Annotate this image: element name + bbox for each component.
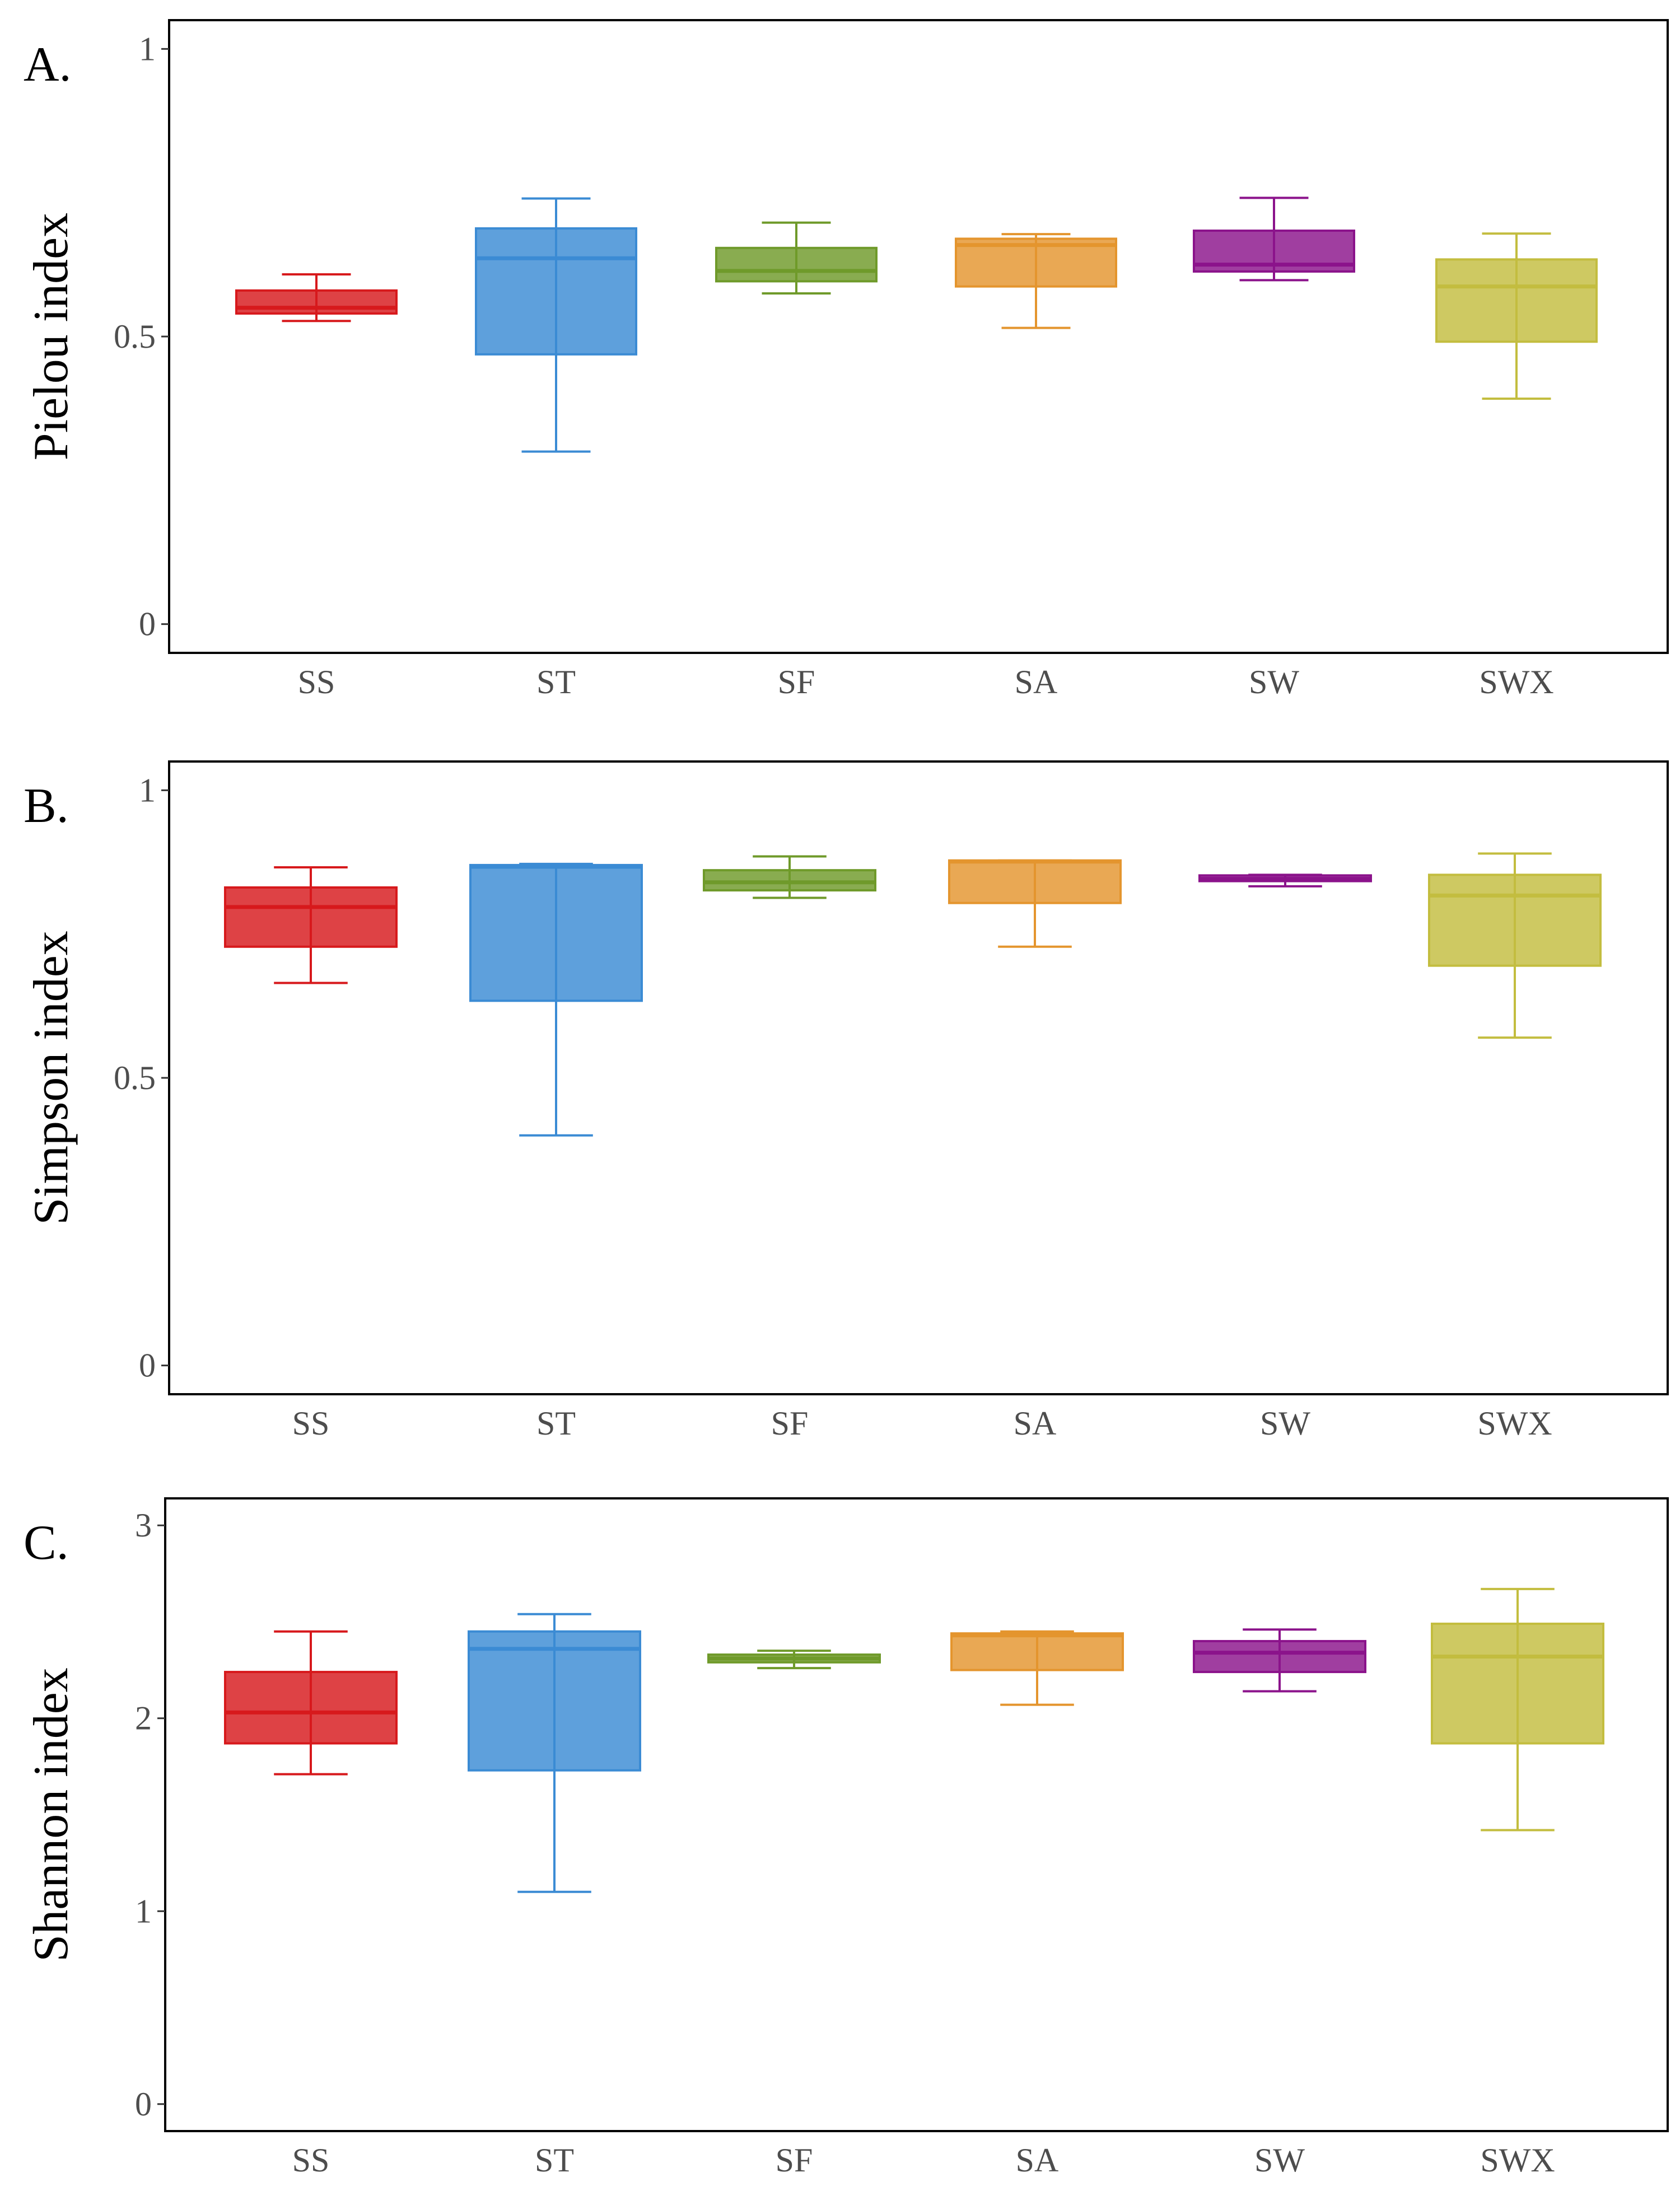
x-tick-label: SF (776, 2142, 813, 2179)
box-ss (224, 866, 398, 984)
y-tick-label: 0.5 (114, 1059, 156, 1096)
plot-frame (164, 1497, 1669, 2132)
iqr-box (235, 289, 398, 315)
x-tick-label: SF (771, 1405, 809, 1442)
x-tick-label: SS (292, 1405, 330, 1442)
x-tick-label: SWX (1479, 664, 1553, 700)
y-tick-label: 0.5 (114, 318, 156, 355)
box-sa (955, 233, 1117, 329)
x-tick-label: SS (292, 2142, 330, 2179)
y-tick-label: 1 (139, 772, 156, 809)
box-swx (1431, 1587, 1604, 1832)
box-sf (707, 1650, 881, 1670)
x-tick-label: SWX (1480, 2142, 1555, 2179)
box-st (468, 1613, 641, 1893)
iqr-box (1431, 1622, 1604, 1745)
x-tick-label: ST (535, 2142, 574, 2179)
plot-frame (168, 760, 1669, 1395)
panel-b: B. Simpson index 0 0.5 1 SS ST SF SA SW SWX (24, 760, 1669, 1442)
x-tick-label: ST (536, 1405, 576, 1442)
y-tick-label: 0 (139, 1347, 156, 1384)
x-tick-label: SWX (1477, 1405, 1552, 1442)
y-tick-label: 0 (135, 2086, 152, 2123)
box-st (475, 197, 637, 453)
box-ss (224, 1630, 398, 1776)
iqr-box (703, 869, 876, 892)
x-tick-label: SS (298, 664, 335, 700)
iqr-box (1428, 873, 1602, 967)
y-tick-label: 1 (139, 30, 156, 67)
y-axis-title: Simpson index (24, 931, 78, 1225)
iqr-box (475, 227, 637, 356)
y-tick-label: 1 (135, 1893, 152, 1930)
box-st (469, 862, 643, 1137)
iqr-box (468, 1630, 641, 1772)
box-sw (1193, 197, 1355, 282)
iqr-box (715, 246, 878, 283)
y-tick-label: 2 (135, 1700, 152, 1737)
panel-c: C. Shannon index 0 1 2 3 SS ST SF SA SW SWX (24, 1497, 1669, 2179)
y-tick-label: 0 (139, 606, 156, 643)
x-tick-label: SA (1014, 1405, 1057, 1442)
box-sf (715, 221, 878, 295)
x-tick-label: ST (536, 664, 576, 700)
x-tick-label: SW (1260, 1405, 1310, 1442)
y-axis-title: Shannon index (24, 1667, 78, 1962)
iqr-box (224, 1671, 398, 1745)
y-axis-title: Pielou index (24, 213, 78, 460)
box-sa (948, 859, 1122, 948)
x-tick-label: SF (778, 664, 815, 700)
box-sf (703, 855, 876, 899)
iqr-box (1435, 258, 1598, 343)
box-swx (1435, 232, 1598, 400)
x-tick-label: SW (1249, 664, 1299, 700)
box-sw (1198, 873, 1372, 887)
iqr-box (1193, 1639, 1366, 1674)
panel-label: B. (24, 779, 69, 833)
box-swx (1428, 852, 1602, 1039)
box-sa (950, 1630, 1124, 1706)
y-tick-label: 3 (135, 1507, 152, 1544)
iqr-box (948, 859, 1122, 904)
iqr-box (224, 886, 398, 948)
iqr-box (950, 1632, 1124, 1671)
panel-a: A. Pielou index 0 0.5 1 SS ST SF SA SW SWX (24, 19, 1669, 700)
iqr-box (469, 863, 643, 1002)
box-ss (235, 273, 398, 323)
panel-label: C. (24, 1516, 69, 1570)
x-tick-label: SA (1015, 664, 1058, 700)
x-tick-label: SW (1254, 2142, 1305, 2179)
box-sw (1193, 1628, 1366, 1693)
panel-label: A. (24, 38, 72, 92)
x-tick-label: SA (1016, 2142, 1059, 2179)
